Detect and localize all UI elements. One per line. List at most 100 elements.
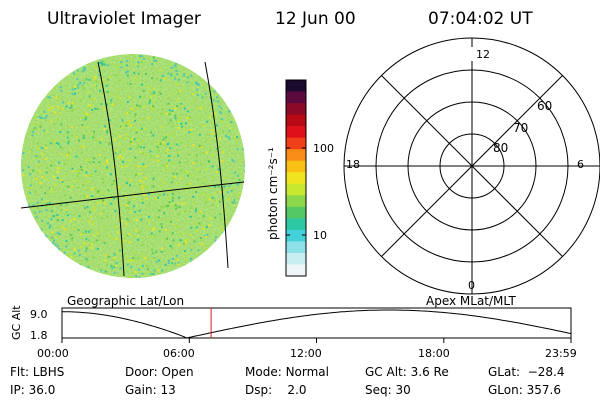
speckle: [206, 120, 209, 123]
speckle: [77, 139, 80, 142]
speckle: [40, 186, 42, 189]
mlat-label-60: 60: [537, 99, 552, 113]
speckle: [214, 112, 217, 115]
speckle: [44, 205, 47, 208]
speckle: [213, 117, 216, 120]
speckle: [86, 112, 89, 115]
speckle: [159, 184, 162, 187]
speckle: [150, 248, 153, 251]
speckle: [189, 186, 192, 189]
speckle: [141, 117, 144, 120]
speckle: [44, 178, 47, 181]
speckle: [109, 173, 112, 176]
speckle: [101, 64, 104, 66]
speckle: [153, 59, 156, 62]
meridian-line: [204, 61, 229, 269]
speckle: [116, 131, 119, 134]
speckle: [152, 56, 155, 59]
colorbar-cell: [286, 137, 306, 150]
speckle: [126, 112, 129, 115]
speckle: [59, 131, 62, 133]
speckle: [93, 78, 96, 81]
speckle: [157, 269, 160, 272]
speckle: [187, 110, 190, 113]
speckle: [195, 81, 198, 84]
speckle: [169, 119, 172, 122]
speckle: [53, 123, 56, 126]
speckle: [106, 166, 109, 169]
speckle: [208, 115, 211, 118]
speckle: [94, 67, 97, 70]
speckle: [94, 170, 97, 173]
speckle: [185, 73, 188, 76]
speckle: [67, 101, 70, 104]
footer-dsp: Dsp: 2.0: [245, 383, 307, 397]
speckle: [55, 141, 58, 144]
speckle: [162, 141, 165, 144]
speckle: [196, 159, 199, 162]
speckle: [122, 161, 125, 164]
speckle: [95, 190, 98, 193]
speckle: [92, 161, 95, 163]
speckle: [89, 107, 92, 110]
speckle: [174, 107, 177, 110]
speckle: [226, 191, 229, 194]
speckle: [158, 144, 161, 146]
speckle: [141, 185, 144, 188]
speckle: [178, 206, 181, 209]
speckle: [211, 132, 214, 135]
speckle: [149, 272, 152, 275]
speckle: [29, 173, 32, 176]
speckle: [125, 133, 128, 136]
speckle: [159, 68, 162, 71]
speckle: [104, 270, 107, 273]
speckle: [139, 146, 142, 149]
speckle: [126, 70, 129, 73]
speckle: [70, 148, 73, 151]
speckle: [148, 271, 151, 274]
speckle: [196, 107, 199, 110]
speckle: [178, 161, 181, 164]
speckle: [234, 171, 237, 174]
speckle: [152, 99, 155, 102]
speckle: [103, 63, 106, 66]
speckle: [81, 84, 84, 87]
speckle: [93, 133, 96, 136]
speckle: [175, 69, 178, 72]
speckle: [102, 210, 105, 213]
speckle: [195, 221, 198, 224]
speckle: [191, 100, 194, 103]
speckle: [126, 64, 129, 67]
speckle: [139, 261, 142, 264]
speckle: [97, 140, 100, 143]
speckle: [89, 211, 91, 214]
speckle: [177, 261, 180, 264]
speckle: [130, 107, 133, 110]
speckle: [189, 116, 192, 119]
speckle: [166, 103, 169, 106]
speckle: [146, 268, 149, 271]
speckle: [163, 238, 166, 241]
speckle: [152, 105, 155, 108]
speckle: [105, 159, 108, 162]
meridian-line: [97, 61, 125, 277]
speckle: [140, 61, 143, 64]
speckle: [160, 205, 163, 208]
speckle: [179, 104, 182, 107]
speckle: [174, 65, 177, 68]
speckle: [46, 166, 49, 169]
speckle: [166, 193, 169, 196]
speckle: [115, 149, 118, 152]
speckle: [134, 113, 137, 116]
speckle: [221, 225, 224, 228]
speckle: [57, 245, 60, 248]
speckle: [227, 187, 230, 189]
speckle: [38, 180, 41, 182]
speckle: [126, 257, 128, 260]
speckle: [128, 275, 131, 278]
speckle: [216, 147, 219, 150]
colorbar-tick-label: 10: [313, 229, 327, 242]
speckle: [150, 106, 153, 109]
speckle: [129, 210, 132, 213]
speckle: [54, 140, 57, 143]
